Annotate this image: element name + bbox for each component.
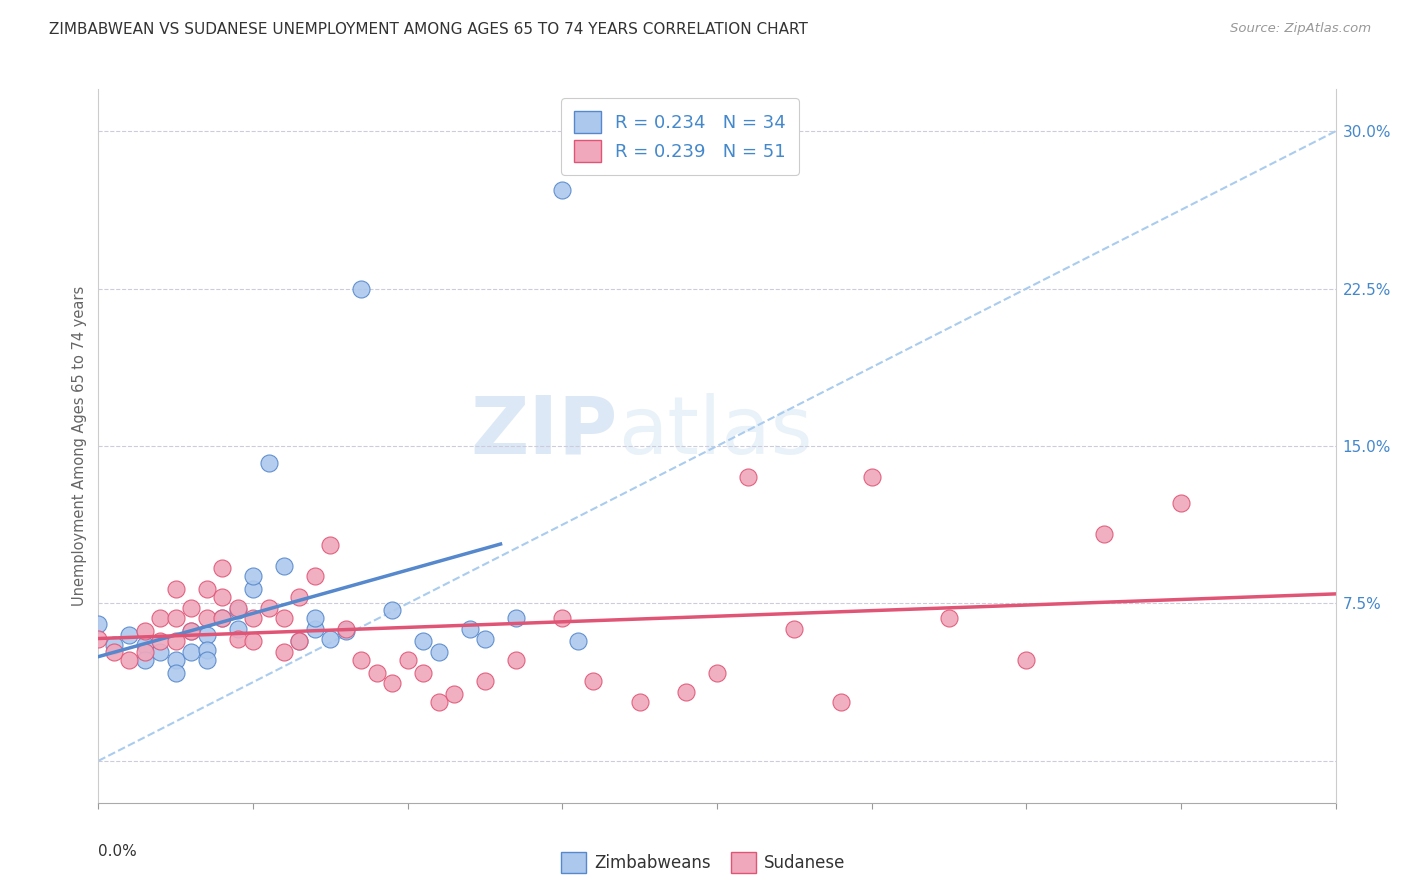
Point — [381, 603, 404, 617]
Point — [427, 695, 450, 709]
Point — [118, 653, 141, 667]
Point — [319, 632, 342, 646]
Point — [103, 639, 125, 653]
Point — [505, 653, 527, 667]
Point — [427, 645, 450, 659]
Point — [165, 611, 187, 625]
Point — [195, 642, 218, 657]
Point — [257, 456, 280, 470]
Point — [412, 665, 434, 680]
Point — [350, 653, 373, 667]
Point — [350, 282, 373, 296]
Point — [195, 611, 218, 625]
Point — [165, 653, 187, 667]
Point — [134, 639, 156, 653]
Point — [242, 569, 264, 583]
Point — [737, 470, 759, 484]
Point — [180, 645, 202, 659]
Point — [257, 600, 280, 615]
Point — [226, 603, 249, 617]
Point — [149, 634, 172, 648]
Point — [87, 617, 110, 632]
Point — [195, 653, 218, 667]
Point — [134, 653, 156, 667]
Point — [211, 560, 233, 574]
Point — [211, 590, 233, 604]
Point — [87, 632, 110, 646]
Point — [149, 645, 172, 659]
Point — [1170, 496, 1192, 510]
Point — [273, 645, 295, 659]
Point — [242, 634, 264, 648]
Legend: Zimbabweans, Sudanese: Zimbabweans, Sudanese — [554, 846, 852, 880]
Point — [458, 622, 481, 636]
Point — [242, 582, 264, 596]
Point — [242, 611, 264, 625]
Point — [396, 653, 419, 667]
Point — [551, 183, 574, 197]
Point — [474, 632, 496, 646]
Point — [273, 558, 295, 573]
Point — [165, 582, 187, 596]
Text: atlas: atlas — [619, 392, 813, 471]
Point — [412, 634, 434, 648]
Point — [567, 634, 589, 648]
Point — [860, 470, 883, 484]
Point — [134, 624, 156, 638]
Point — [783, 622, 806, 636]
Point — [195, 582, 218, 596]
Point — [118, 628, 141, 642]
Text: ZIMBABWEAN VS SUDANESE UNEMPLOYMENT AMONG AGES 65 TO 74 YEARS CORRELATION CHART: ZIMBABWEAN VS SUDANESE UNEMPLOYMENT AMON… — [49, 22, 808, 37]
Point — [1015, 653, 1038, 667]
Point — [675, 684, 697, 698]
Point — [628, 695, 651, 709]
Point — [288, 634, 311, 648]
Point — [1092, 527, 1115, 541]
Point — [226, 632, 249, 646]
Y-axis label: Unemployment Among Ages 65 to 74 years: Unemployment Among Ages 65 to 74 years — [72, 285, 87, 607]
Point — [304, 611, 326, 625]
Point — [288, 590, 311, 604]
Point — [288, 634, 311, 648]
Point — [582, 674, 605, 689]
Point — [505, 611, 527, 625]
Point — [180, 600, 202, 615]
Point — [304, 569, 326, 583]
Point — [273, 611, 295, 625]
Text: Source: ZipAtlas.com: Source: ZipAtlas.com — [1230, 22, 1371, 36]
Point — [180, 624, 202, 638]
Legend: R = 0.234   N = 34, R = 0.239   N = 51: R = 0.234 N = 34, R = 0.239 N = 51 — [561, 98, 799, 175]
Point — [443, 687, 465, 701]
Point — [211, 611, 233, 625]
Point — [335, 622, 357, 636]
Point — [180, 624, 202, 638]
Point — [335, 624, 357, 638]
Point — [149, 611, 172, 625]
Point — [211, 611, 233, 625]
Point — [226, 622, 249, 636]
Point — [706, 665, 728, 680]
Point — [366, 665, 388, 680]
Point — [103, 645, 125, 659]
Point — [304, 622, 326, 636]
Point — [551, 611, 574, 625]
Point — [938, 611, 960, 625]
Point — [226, 600, 249, 615]
Text: ZIP: ZIP — [471, 392, 619, 471]
Point — [381, 676, 404, 690]
Text: 0.0%: 0.0% — [98, 844, 138, 859]
Point — [830, 695, 852, 709]
Point — [319, 538, 342, 552]
Point — [165, 634, 187, 648]
Point — [195, 628, 218, 642]
Point — [134, 645, 156, 659]
Point — [165, 665, 187, 680]
Point — [474, 674, 496, 689]
